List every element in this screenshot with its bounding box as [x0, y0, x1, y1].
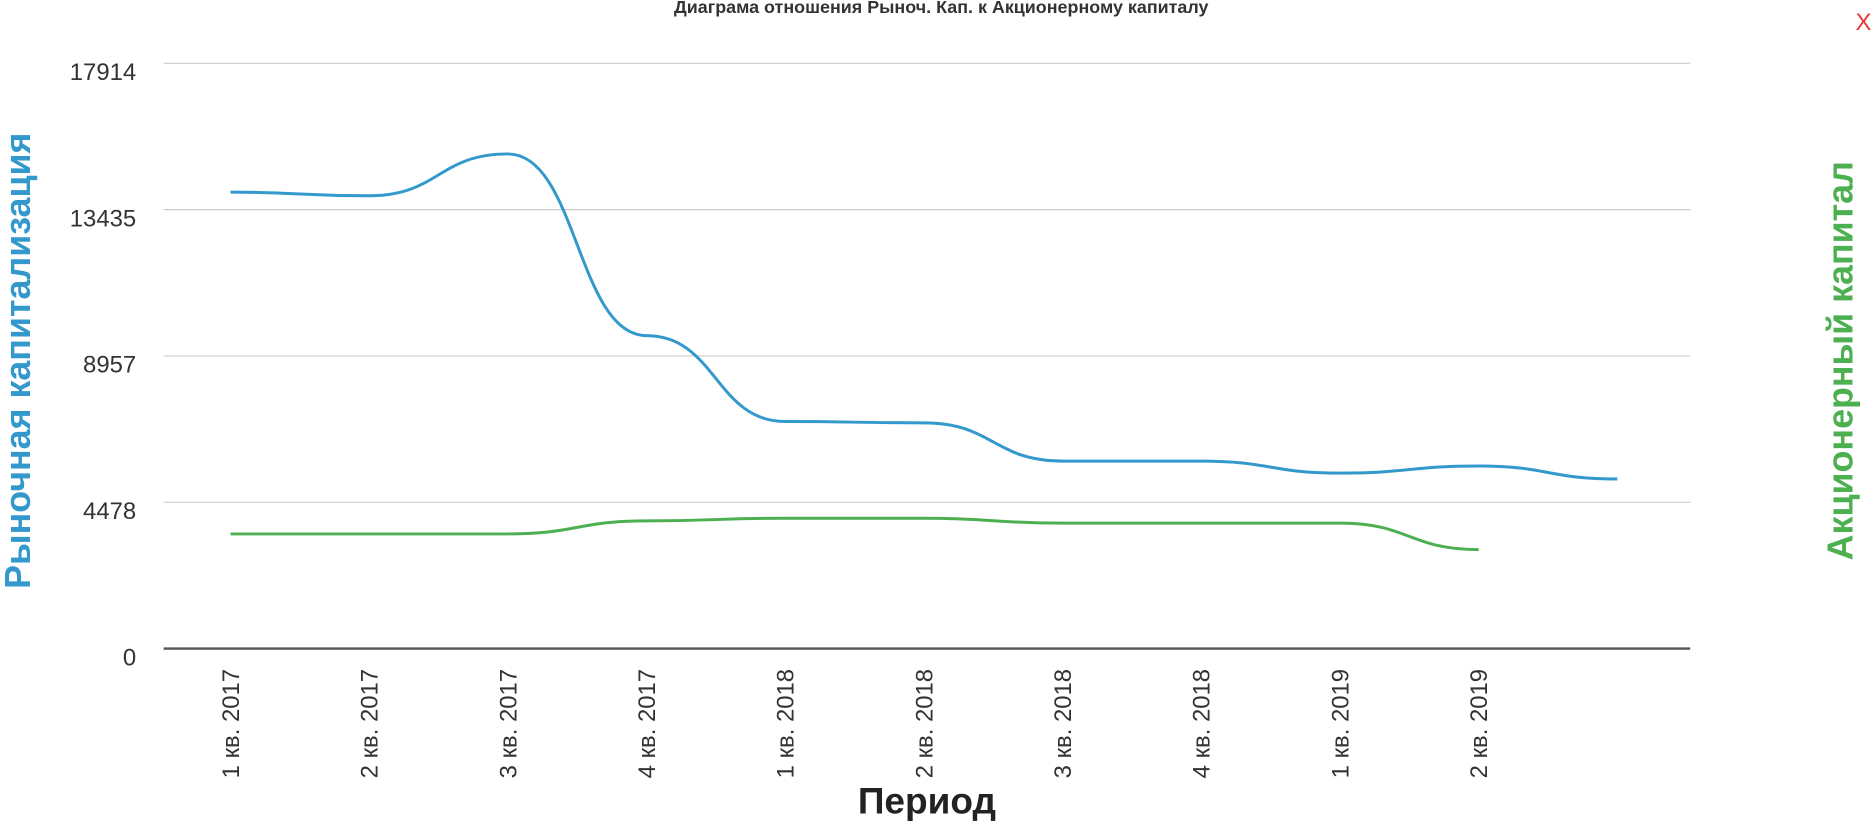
x-tick-label: 1 кв. 2019	[1327, 669, 1354, 778]
chart-area: Диаграма отношения Рыноч. Кап. к Акционе…	[0, 0, 1871, 821]
x-tick-label: 1 кв. 2017	[218, 669, 245, 778]
y-tick-label: 0	[123, 644, 136, 671]
x-axis-label: Период	[858, 779, 996, 821]
x-tick-label: 3 кв. 2017	[495, 669, 522, 778]
y2-axis-label: Акционерный капитал	[1821, 161, 1861, 560]
x-tick-label: 2 кв. 2018	[911, 669, 938, 778]
y-axis-label: Рыночная капитализация	[0, 133, 38, 589]
y-tick-label: 17914	[70, 59, 136, 86]
x-tick-label: 1 кв. 2018	[773, 669, 800, 778]
y-tick-label: 13435	[70, 205, 136, 232]
chart-title: Диаграма отношения Рыноч. Кап. к Акционе…	[674, 0, 1208, 17]
x-tick-label: 4 кв. 2018	[1189, 669, 1216, 778]
close-button[interactable]: X	[1855, 9, 1871, 36]
x-tick-label: 2 кв. 2017	[357, 669, 384, 778]
x-tick-label: 4 кв. 2017	[634, 669, 661, 778]
x-tick-label: 3 кв. 2018	[1050, 669, 1077, 778]
y-tick-label: 4478	[83, 498, 136, 525]
series-line	[230, 516, 1479, 552]
series-line	[230, 152, 1618, 481]
y-tick-label: 8957	[83, 352, 136, 379]
x-tick-label: 2 кв. 2019	[1466, 669, 1493, 778]
